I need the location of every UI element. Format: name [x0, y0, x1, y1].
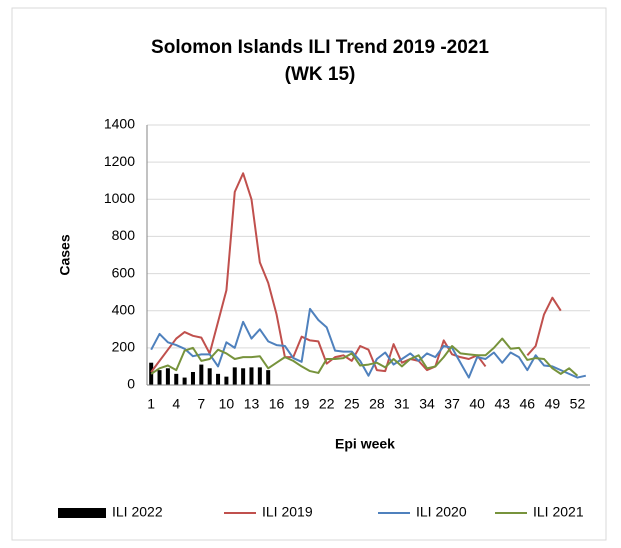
- bar: [165, 368, 170, 385]
- bar: [190, 372, 195, 385]
- y-tick-label: 400: [112, 301, 136, 317]
- x-tick-label: 28: [369, 396, 385, 412]
- bar: [216, 373, 221, 385]
- legend-swatch: [58, 508, 106, 518]
- x-tick-label: 4: [172, 396, 180, 412]
- x-tick-label: 40: [469, 396, 485, 412]
- legend-label: ILI 2022: [112, 504, 163, 520]
- bar: [224, 376, 229, 385]
- x-tick-label: 10: [219, 396, 235, 412]
- x-tick-label: 22: [319, 396, 335, 412]
- y-tick-label: 1200: [104, 153, 135, 169]
- legend-label: ILI 2020: [416, 504, 467, 520]
- legend-label: ILI 2019: [262, 504, 313, 520]
- x-tick-label: 52: [570, 396, 586, 412]
- x-tick-label: 13: [244, 396, 260, 412]
- x-tick-label: 19: [294, 396, 310, 412]
- bar: [199, 364, 204, 385]
- y-tick-label: 1000: [104, 190, 135, 206]
- x-tick-label: 7: [197, 396, 205, 412]
- bar: [249, 367, 254, 385]
- bar: [207, 368, 212, 385]
- line: [150, 337, 579, 377]
- line: [150, 307, 587, 379]
- bar: [174, 373, 179, 385]
- bar: [182, 377, 187, 385]
- line: [150, 172, 562, 373]
- x-tick-label: 31: [394, 396, 410, 412]
- legend-label: ILI 2021: [533, 504, 584, 520]
- x-tick-label: 46: [520, 396, 536, 412]
- x-tick-label: 34: [419, 396, 435, 412]
- bar: [266, 370, 271, 385]
- chart-title: (WK 15): [285, 64, 356, 85]
- x-tick-label: 43: [494, 396, 510, 412]
- bar: [241, 368, 246, 385]
- chart-title: Solomon Islands ILI Trend 2019 -2021: [151, 37, 489, 58]
- bar: [157, 370, 162, 385]
- y-tick-label: 800: [112, 227, 136, 243]
- x-tick-label: 49: [545, 396, 561, 412]
- y-tick-label: 1400: [104, 116, 135, 132]
- bar: [232, 367, 237, 385]
- x-tick-label: 37: [444, 396, 460, 412]
- x-axis-title: Epi week: [335, 436, 395, 452]
- y-tick-label: 600: [112, 264, 136, 280]
- y-tick-label: 200: [112, 339, 136, 355]
- y-tick-label: 0: [127, 376, 135, 392]
- x-tick-label: 16: [269, 396, 285, 412]
- x-tick-label: 25: [344, 396, 360, 412]
- bar: [257, 367, 262, 385]
- x-tick-label: 1: [147, 396, 155, 412]
- y-axis-title: Cases: [57, 234, 73, 275]
